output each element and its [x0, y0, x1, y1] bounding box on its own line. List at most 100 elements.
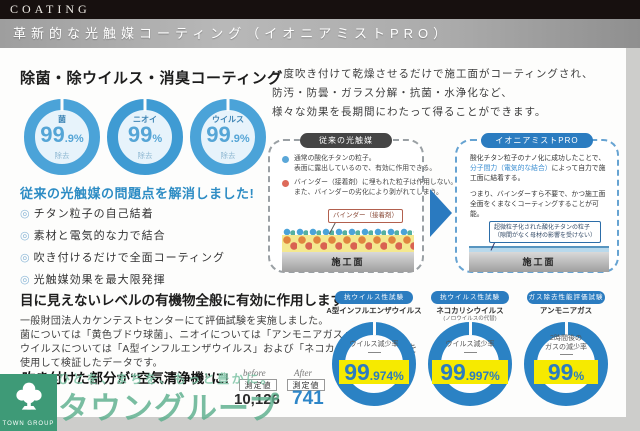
gauge-label: 菌	[58, 115, 66, 124]
page-title-bar: 革新的な光触媒コーティング（イオニアミストPRO）	[0, 19, 640, 48]
bullet-text: 光触媒効果を最大限発揮	[33, 274, 166, 286]
legend-line: 表面に露出しているので、有効に作用できる。	[294, 164, 437, 172]
gauge-value: 99	[206, 122, 231, 147]
gauge-bacteria: 菌 99.9% 除去	[24, 99, 100, 175]
test-badge: 抗ウイルス性試験	[335, 291, 413, 304]
bullet-item: ◎ チタン粒子の自己結着	[20, 205, 154, 221]
red-particle-icon	[282, 180, 289, 187]
test-description-line: 使用して検証したデータです。	[20, 358, 163, 369]
surface-particles-row	[282, 227, 414, 237]
legend-line: また、バインダーの劣化により剥がれてしまう。	[294, 188, 443, 196]
result-label: ウイルス減少率	[445, 341, 495, 348]
legend-exposed-particle: 通常の酸化チタンの粒子。 表面に露出しているので、有効に作用できる。	[282, 154, 436, 173]
construction-surface-label: 施工面	[282, 252, 414, 272]
bullet-item: ◎ 光触媒効果を最大限発揮	[20, 271, 166, 287]
pro-text: によって自力で施工面に結着する。	[470, 165, 606, 182]
problem-heading: 従来の光触媒の問題点を解消しました!	[20, 186, 255, 201]
pro-text: 酸化チタン粒子のナノ化に成功したことで、	[470, 155, 606, 162]
result-value: 99	[440, 359, 466, 385]
bullet-text: 吹き付けるだけで全面コーティング	[33, 252, 225, 264]
gauge-suffix: 除去	[220, 151, 236, 160]
test-target-name: ネコカリシウイルス	[436, 306, 504, 315]
test-description-line: ウイルスについては「A型インフルエンザウイルス」および「ネコカリシウイルス」を	[20, 344, 418, 355]
gauge-notch	[226, 99, 230, 111]
test-description-line: 菌については「黄色ブドウ球菌」、ニオイについては「アンモニアガス」、	[20, 330, 359, 341]
result-value-highlight: 99.997%	[432, 360, 508, 384]
gauge-notch	[373, 322, 376, 335]
blue-particle-icon	[282, 156, 289, 163]
nano-coating-layer	[469, 246, 609, 252]
construction-surface-label: 施工面	[469, 252, 609, 272]
result-value-decimal: .974%	[369, 369, 404, 383]
gauge-ring	[107, 99, 183, 175]
bullet-marker-icon: ◎	[20, 252, 31, 264]
legend-buried-particle: バインダー（接着剤）に埋もれた粒子は作用しない。 また、バインダーの劣化により剥…	[282, 178, 457, 197]
gauge-label: ウイルス	[212, 115, 244, 124]
intro-line: 一度吹き付けて乾燥させるだけで施工面がコーティングされ、	[272, 68, 594, 80]
conventional-pill: 従来の光触媒	[300, 133, 392, 148]
town-group-logo: TOWN GROUP	[0, 374, 57, 431]
ionia-mist-pro-box: イオニアミストPRO 酸化チタン粒子のナノ化に成功したことで、分子間力（電気的な…	[455, 133, 619, 273]
measured-value-cell: 測定値	[239, 379, 277, 391]
legend-line: バインダー（接着剤）に埋もれた粒子は作用しない。	[294, 179, 458, 186]
callout-line: （隙間がなく母材の影響を受けない）	[494, 233, 597, 239]
gauge-value-unit: .9%	[64, 133, 84, 145]
result-label: 2時間後の	[550, 335, 582, 342]
label-underline	[464, 352, 477, 353]
effect-heading: 目に見えないレベルの有機物全般に有効に作用します	[20, 293, 344, 308]
test-description-line: 一般財団法人カケンテストセンターにて評価試験を実施しました。	[20, 316, 329, 327]
callout-line: 超微粒子化された酸化チタンの粒子	[494, 225, 591, 231]
result-value-decimal: .997%	[465, 369, 500, 383]
watermark-brand-name: タウングループ	[58, 391, 281, 426]
before-column-header: before	[243, 368, 266, 378]
gauge-notch	[565, 322, 568, 335]
result-value-decimal: %	[573, 369, 585, 383]
label-underline	[368, 352, 381, 353]
gauge-label: ニオイ	[133, 115, 157, 124]
bullet-text: チタン粒子の自己結着	[33, 208, 154, 220]
result-value-highlight: 99.974%	[339, 360, 409, 384]
bullet-item: ◎ 素材と電気的な力で結合	[20, 227, 166, 243]
gauge-value-unit: %	[152, 133, 163, 145]
legend-line: 通常の酸化チタンの粒子。	[294, 155, 376, 162]
pro-description: 酸化チタン粒子のナノ化に成功したことで、分子間力（電気的な結合）によって自力で施…	[470, 154, 610, 184]
gauge-odor: ニオイ 99% 除去	[107, 99, 183, 175]
coating-label: COATING	[10, 2, 91, 16]
air-purifier-heading: 吹き付けた部分が“空気清浄機”に!	[22, 371, 229, 386]
section-heading-coating: 除菌・除ウイルス・消臭コーティング	[20, 70, 283, 87]
flyer-sheet: COATING 革新的な光触媒コーティング（イオニアミストPRO） 除菌・除ウイ…	[0, 0, 640, 417]
after-value: 741	[292, 388, 324, 409]
bullet-marker-icon: ◎	[20, 230, 31, 242]
photo-edge-right	[626, 48, 640, 431]
gauge-virus: ウイルス 99.9% 除去	[190, 99, 266, 175]
result-label: ウイルス減少率	[349, 341, 399, 348]
test-target-subname: (ノロウイルスの代替)	[443, 316, 497, 322]
nano-particle-callout: 超微粒子化された酸化チタンの粒子 （隙間がなく母材の影響を受けない）	[489, 221, 602, 243]
gauge-notch	[143, 99, 147, 111]
measured-value-cell: 測定値	[287, 379, 325, 391]
after-column-header: After	[294, 368, 312, 378]
pro-description-2: つまり、バインダーすら不要で、かつ施工面全面をくまなくコーティングすることが可能…	[470, 191, 606, 218]
photo-edge-bottom	[0, 417, 640, 431]
gauge-value-unit: .9%	[230, 133, 250, 145]
gauge-content: ウイルス 99.9% 除去	[190, 99, 266, 175]
tree-icon	[15, 382, 42, 410]
binder-callout: バインダー（接着剤）	[328, 209, 403, 223]
binder-layer	[282, 235, 414, 252]
arrow-right-icon	[430, 189, 452, 237]
gauge-value: 99	[127, 122, 153, 147]
result-value: 99	[547, 359, 574, 385]
page-title: 革新的な光触媒コーティング（イオニアミストPRO）	[13, 26, 452, 41]
pro-pill: イオニアミストPRO	[481, 133, 593, 148]
conventional-photocatalyst-box: 従来の光触媒 通常の酸化チタンの粒子。 表面に露出しているので、有効に作用できる…	[268, 133, 457, 273]
bullet-text: 素材と電気的な力で結合	[33, 230, 166, 242]
gauge-value: 99	[40, 122, 65, 147]
test-target-name: A型インフルエンザウイルス	[326, 306, 422, 315]
gauge-suffix: 除去	[137, 151, 153, 160]
intro-line: 様々な効果を長期間にわたって得ることができます。	[272, 106, 547, 118]
bullet-marker-icon: ◎	[20, 208, 31, 220]
coating-header-bar: COATING	[0, 0, 640, 19]
gauge-notch	[469, 322, 472, 335]
pro-text-highlight: 分子間力（電気的な結合）	[470, 165, 552, 172]
test-target-name: アンモニアガス	[539, 306, 593, 315]
